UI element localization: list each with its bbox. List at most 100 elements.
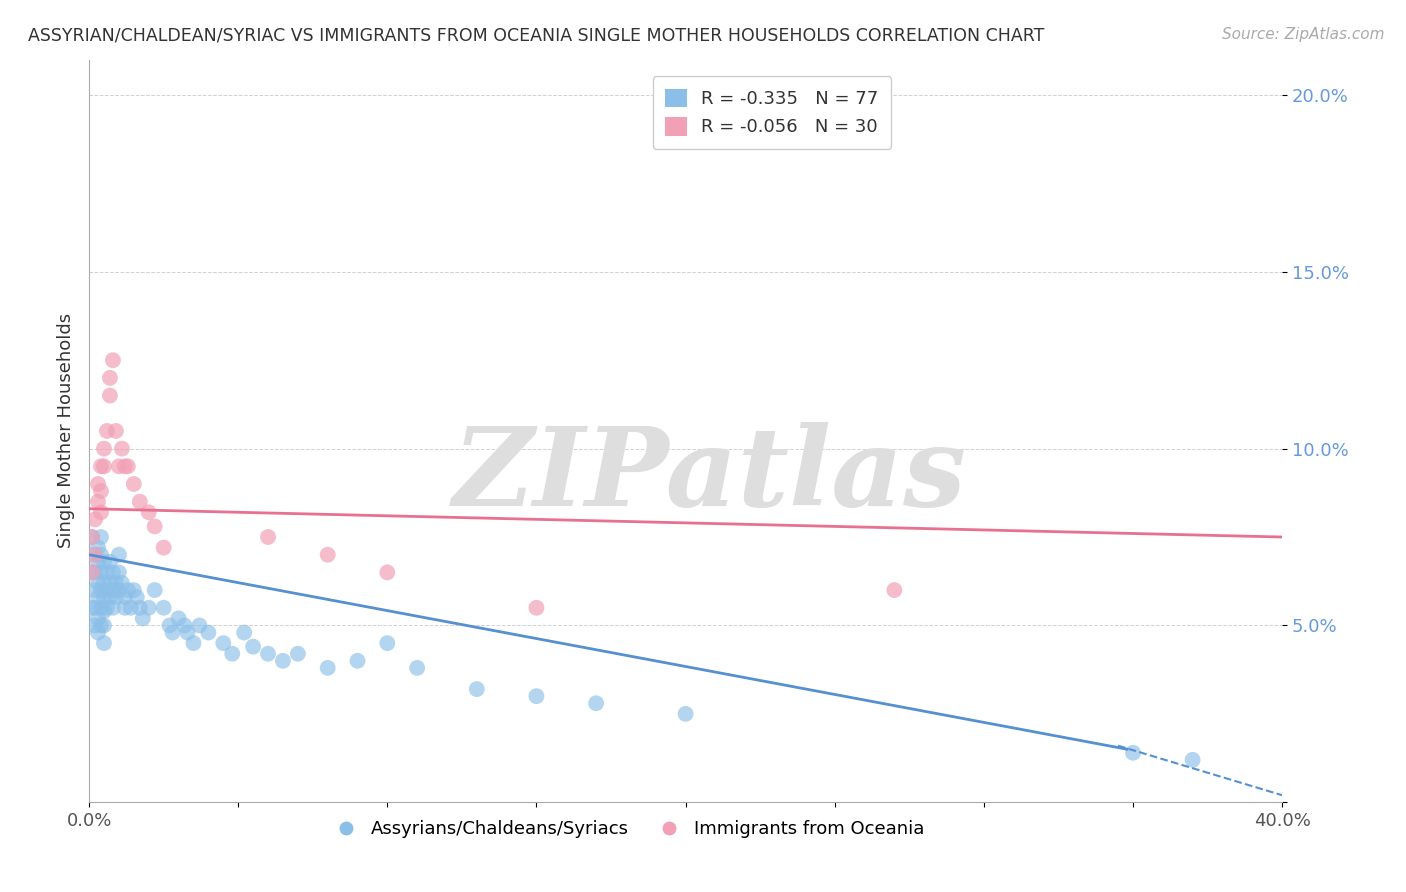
Point: [90, 600, 112, 615]
Point: [87, 477, 110, 491]
Point: [114, 590, 136, 604]
Point: [84, 583, 107, 598]
Point: [1181, 753, 1204, 767]
Point: [93, 636, 115, 650]
Point: [125, 590, 148, 604]
Point: [257, 647, 280, 661]
Point: [111, 442, 134, 456]
Point: [526, 689, 548, 703]
Point: [98, 371, 121, 385]
Point: [87, 576, 110, 591]
Point: [212, 636, 235, 650]
Point: [197, 625, 219, 640]
Point: [90, 566, 112, 580]
Point: [152, 541, 174, 555]
Point: [173, 618, 195, 632]
Point: [114, 600, 136, 615]
Point: [883, 583, 905, 598]
Point: [93, 459, 115, 474]
Point: [183, 636, 205, 650]
Point: [117, 583, 139, 598]
Point: [90, 583, 112, 598]
Point: [108, 548, 131, 562]
Point: [101, 583, 124, 598]
Point: [242, 640, 264, 654]
Point: [122, 583, 145, 598]
Point: [271, 654, 294, 668]
Legend: Assyrians/Chaldeans/Syriacs, Immigrants from Oceania: Assyrians/Chaldeans/Syriacs, Immigrants …: [321, 813, 932, 846]
Point: [84, 618, 107, 632]
Point: [84, 600, 107, 615]
Point: [406, 661, 429, 675]
Point: [104, 576, 127, 591]
Text: Source: ZipAtlas.com: Source: ZipAtlas.com: [1222, 27, 1385, 42]
Point: [128, 494, 150, 508]
Point: [104, 590, 127, 604]
Point: [90, 459, 112, 474]
Point: [120, 600, 142, 615]
Point: [257, 530, 280, 544]
Point: [101, 353, 124, 368]
Point: [87, 494, 110, 508]
Point: [101, 566, 124, 580]
Point: [80, 566, 103, 580]
Point: [98, 555, 121, 569]
Point: [84, 512, 107, 526]
Point: [90, 530, 112, 544]
Point: [111, 576, 134, 591]
Point: [287, 647, 309, 661]
Point: [93, 576, 115, 591]
Point: [375, 636, 398, 650]
Point: [132, 611, 155, 625]
Point: [80, 600, 103, 615]
Point: [162, 625, 184, 640]
Point: [80, 530, 103, 544]
Point: [316, 548, 339, 562]
Point: [176, 625, 198, 640]
Point: [138, 505, 160, 519]
Point: [87, 590, 110, 604]
Point: [90, 505, 112, 519]
Point: [117, 459, 139, 474]
Point: [188, 618, 211, 632]
Point: [96, 424, 118, 438]
Point: [84, 548, 107, 562]
Point: [152, 600, 174, 615]
Point: [87, 625, 110, 640]
Point: [143, 583, 166, 598]
Text: ZIPatlas: ZIPatlas: [453, 422, 966, 529]
Point: [108, 583, 131, 598]
Point: [465, 682, 488, 697]
Point: [167, 611, 190, 625]
Point: [122, 477, 145, 491]
Point: [87, 555, 110, 569]
Point: [346, 654, 368, 668]
Point: [526, 600, 548, 615]
Point: [108, 459, 131, 474]
Point: [93, 555, 115, 569]
Point: [101, 600, 124, 615]
Point: [1122, 746, 1144, 760]
Point: [143, 519, 166, 533]
Point: [375, 566, 398, 580]
Point: [96, 600, 118, 615]
Point: [90, 484, 112, 499]
Point: [114, 459, 136, 474]
Point: [80, 566, 103, 580]
Point: [93, 590, 115, 604]
Point: [98, 388, 121, 402]
Point: [84, 548, 107, 562]
Point: [221, 647, 243, 661]
Point: [93, 442, 115, 456]
Point: [90, 618, 112, 632]
Point: [87, 611, 110, 625]
Point: [98, 590, 121, 604]
Y-axis label: Single Mother Households: Single Mother Households: [58, 313, 75, 549]
Point: [233, 625, 256, 640]
Point: [84, 566, 107, 580]
Point: [585, 696, 607, 710]
Point: [138, 600, 160, 615]
Point: [96, 583, 118, 598]
Point: [80, 530, 103, 544]
Point: [675, 706, 697, 721]
